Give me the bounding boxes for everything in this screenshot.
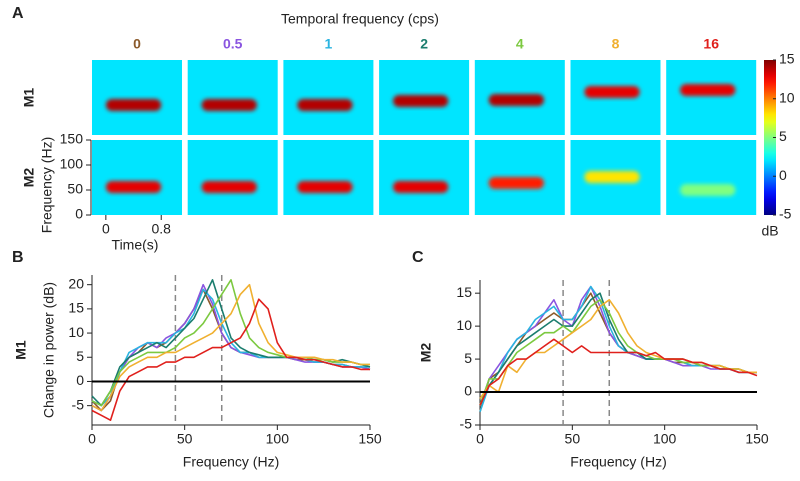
column-label: 2 bbox=[420, 36, 428, 52]
x-axis-label: Time(s) bbox=[112, 237, 159, 253]
colorbar-label: dB bbox=[761, 223, 778, 239]
row-label: M2 bbox=[21, 168, 37, 188]
column-label: 16 bbox=[703, 36, 719, 52]
data-line bbox=[479, 338, 758, 406]
y-tick-label: 100 bbox=[60, 156, 84, 172]
y-tick-label: 5 bbox=[76, 348, 84, 364]
x-tick-label: 0 bbox=[88, 431, 96, 447]
y-tick-label: -5 bbox=[460, 416, 473, 432]
y-tick-label: 15 bbox=[68, 300, 84, 316]
x-tick-label: 0 bbox=[102, 221, 110, 237]
spectrogram-background bbox=[666, 60, 757, 135]
spectrogram-background bbox=[666, 140, 757, 215]
y-tick-label: 20 bbox=[68, 275, 84, 291]
y-tick-label: 50 bbox=[67, 181, 83, 197]
colorbar-tick-label: 5 bbox=[779, 128, 787, 144]
x-tick-label: 100 bbox=[266, 431, 290, 447]
x-tick-label: 50 bbox=[177, 431, 193, 447]
spectrogram-band bbox=[105, 99, 162, 111]
spectrogram-band bbox=[488, 177, 545, 189]
panel-letter: B bbox=[12, 249, 24, 266]
column-label: 1 bbox=[325, 36, 333, 52]
spectrogram-band bbox=[105, 181, 162, 193]
spectrogram-band bbox=[297, 181, 353, 193]
y-tick-label: 5 bbox=[464, 350, 472, 366]
spectrogram-band bbox=[488, 94, 545, 106]
spectrogram-background bbox=[92, 60, 182, 135]
x-tick-label: 0 bbox=[476, 431, 484, 447]
data-line bbox=[91, 298, 370, 421]
spectrogram-band bbox=[297, 99, 353, 111]
column-label: 4 bbox=[516, 36, 524, 52]
spectrogram-band bbox=[680, 84, 736, 96]
column-label: 0.5 bbox=[223, 36, 243, 52]
row-label: M1 bbox=[21, 88, 37, 108]
x-tick-label: 50 bbox=[565, 431, 581, 447]
colorbar-tick-label: 0 bbox=[779, 167, 787, 183]
spectrogram-background bbox=[187, 140, 278, 215]
y-tick-label: 0 bbox=[76, 372, 84, 388]
spectrogram-band bbox=[392, 181, 449, 193]
panel-letter: C bbox=[412, 249, 424, 266]
panel-letter: A bbox=[12, 5, 24, 22]
y-axis-label: Change in power (dB) bbox=[41, 282, 57, 418]
x-tick-label: 100 bbox=[653, 431, 677, 447]
x-tick-label: 150 bbox=[358, 431, 382, 447]
x-axis-label: Frequency (Hz) bbox=[183, 454, 279, 470]
x-axis-label: Frequency (Hz) bbox=[570, 454, 666, 470]
row-label: M1 bbox=[13, 340, 29, 360]
y-axis-label: Frequency (Hz) bbox=[39, 137, 55, 233]
y-tick-label: 10 bbox=[68, 324, 84, 340]
spectrogram-background bbox=[187, 60, 278, 135]
column-label: 0 bbox=[133, 36, 141, 52]
x-tick-label: 0.8 bbox=[151, 221, 171, 237]
spectrogram-background bbox=[283, 140, 374, 215]
y-tick-label: 0 bbox=[464, 383, 472, 399]
spectrogram-band bbox=[392, 95, 449, 107]
spectrogram-background bbox=[379, 140, 470, 215]
y-tick-label: 15 bbox=[456, 284, 472, 300]
row-label: M2 bbox=[418, 343, 434, 363]
heatmap-title: Temporal frequency (cps) bbox=[281, 11, 439, 27]
spectrogram-background bbox=[92, 140, 182, 215]
spectrogram-band bbox=[584, 171, 640, 183]
spectrogram-band bbox=[584, 86, 640, 98]
spectrogram-band bbox=[201, 181, 257, 193]
x-tick-label: 150 bbox=[745, 431, 769, 447]
spectrogram-band bbox=[201, 99, 257, 111]
spectrogram-background bbox=[283, 60, 374, 135]
spectrogram-band bbox=[680, 184, 736, 196]
y-tick-label: -5 bbox=[72, 396, 85, 412]
colorbar-tick-label: 10 bbox=[779, 89, 795, 105]
y-tick-label: 10 bbox=[456, 317, 472, 333]
colorbar-tick-label: 15 bbox=[779, 51, 795, 67]
data-line bbox=[91, 283, 371, 412]
y-tick-label: 0 bbox=[75, 206, 83, 222]
column-label: 8 bbox=[612, 36, 620, 52]
data-line bbox=[91, 283, 370, 412]
colorbar-tick-label: -5 bbox=[779, 206, 792, 222]
y-tick-label: 150 bbox=[60, 131, 84, 147]
